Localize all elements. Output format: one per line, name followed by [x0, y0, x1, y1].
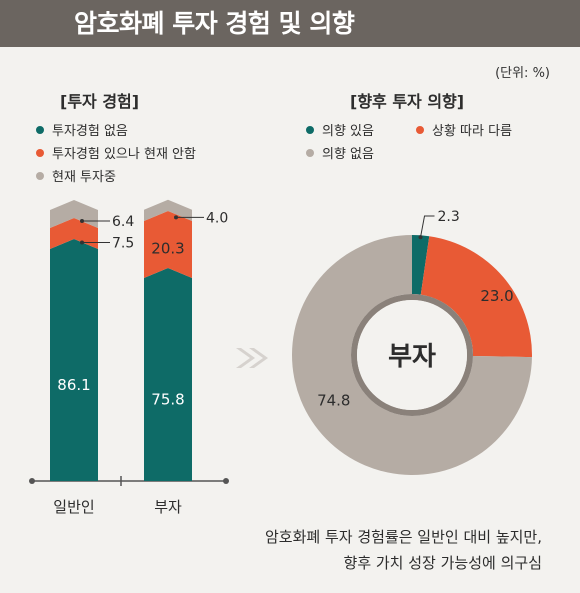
page-title: 암호화폐 투자 경험 및 의향 — [74, 9, 355, 38]
donut-label-unwilling: 74.8 — [317, 391, 350, 409]
donut-label-willing: 2.3 — [438, 209, 460, 225]
caption-line-1: 암호화폐 투자 경험률은 일반인 대비 높지만, — [264, 528, 542, 546]
legend-item-currently-investing: 현재 투자중 — [36, 164, 196, 187]
donut-slice-willing — [412, 235, 430, 295]
x-tick-label: 일반인 — [53, 498, 94, 516]
legend-label: 의향 없음 — [322, 147, 374, 162]
legend-dot — [306, 148, 314, 157]
bar-segment-currently-investing — [144, 199, 192, 221]
bar-segment-past-experience — [144, 210, 192, 279]
bar-label-currently-investing: 6.4 — [112, 214, 134, 230]
legend-dot — [306, 125, 314, 134]
legend-item-depends: 상황 따라 다름 — [416, 118, 512, 141]
bar-leader-dot — [80, 218, 84, 223]
right-legend: 의향 있음 상황 따라 다름 의향 없음 — [306, 118, 512, 164]
caption-line-2: 향후 가치 성장 가능성에 의구심 — [343, 554, 542, 572]
legend-label: 의향 있음 — [322, 124, 374, 139]
bar-segment-no-experience — [50, 239, 98, 481]
donut-slice-unwilling — [292, 235, 532, 476]
left-section-title: [투자 경험] — [60, 92, 140, 111]
donut-leader-dot — [418, 235, 423, 240]
axis-end-dot — [223, 478, 229, 484]
axis-end-dot — [29, 478, 35, 484]
legend-label: 투자경험 없음 — [52, 124, 128, 139]
donut-leader-line — [420, 215, 435, 238]
bar-label-no-experience: 75.8 — [151, 391, 184, 409]
title-bar: 암호화폐 투자 경험 및 의향 — [0, 0, 580, 47]
x-tick-label: 부자 — [154, 498, 182, 516]
chevron-arrow-icon — [236, 348, 268, 368]
legend-label: 현재 투자중 — [52, 170, 116, 185]
donut-hole — [357, 300, 467, 410]
donut-label-depends: 23.0 — [480, 287, 513, 305]
right-section-title: [향후 투자 의향] — [350, 92, 465, 111]
donut-chart: 부자 2.3 23.0 74.8 — [292, 209, 532, 476]
legend-label: 투자경험 있으나 현재 안함 — [52, 147, 196, 162]
bar-leader-dot — [80, 240, 84, 245]
left-legend: 투자경험 없음 투자경험 있으나 현재 안함 현재 투자중 — [36, 118, 196, 187]
bar-label-past-experience: 20.3 — [151, 239, 184, 257]
legend-item-no-experience: 투자경험 없음 — [36, 118, 196, 141]
bar-segment-past-experience — [50, 217, 98, 250]
bar-label-past-experience: 7.5 — [112, 236, 134, 252]
bar-leader-dot — [174, 215, 178, 220]
legend-item-past-experience: 투자경험 있으나 현재 안함 — [36, 141, 196, 164]
legend-dot — [36, 148, 44, 157]
donut-center-label: 부자 — [388, 342, 436, 372]
legend-dot — [36, 125, 44, 134]
bar-label-currently-investing: 4.0 — [206, 210, 228, 226]
donut-inner-ring — [351, 294, 473, 416]
bar-label-no-experience: 86.1 — [57, 376, 90, 394]
legend-label: 상황 따라 다름 — [432, 124, 513, 139]
bar-segment-no-experience — [144, 268, 192, 481]
unit-label: (단위: %) — [495, 66, 550, 81]
legend-item-willing: 의향 있음 — [306, 118, 416, 141]
legend-dot — [416, 125, 424, 134]
stacked-bar-chart: 일반인 86.1 7.5 6.4 부자 75.8 20.3 4.0 — [29, 199, 229, 516]
legend-item-unwilling: 의향 없음 — [306, 141, 512, 164]
legend-dot — [36, 171, 44, 180]
donut-slice-depends — [420, 236, 532, 358]
